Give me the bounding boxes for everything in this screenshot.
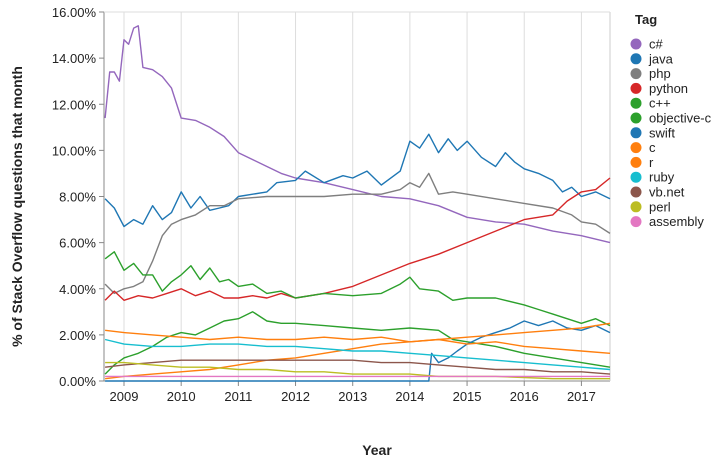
legend-label: swift	[649, 125, 675, 140]
y-tick-label: 6.00%	[59, 236, 96, 251]
series-line-ruby	[104, 338, 611, 371]
legend-swatch	[630, 127, 642, 139]
grid-layer	[123, 12, 582, 381]
series-line-c-	[104, 251, 611, 327]
legend-swatch	[630, 186, 642, 198]
y-axis-title: % of Stack Overflow questions that month	[9, 66, 25, 347]
y-tick-label: 0.00%	[59, 374, 96, 389]
x-tick-label: 2012	[281, 389, 310, 404]
series-line-objective-c	[104, 311, 611, 375]
series-layer	[104, 25, 611, 382]
legend-swatch	[630, 82, 642, 94]
x-tick-label: 2009	[110, 389, 139, 404]
legend-label: r	[649, 155, 654, 170]
legend-swatch	[630, 112, 642, 124]
y-tick-label: 10.00%	[52, 143, 97, 158]
legend-label: c	[649, 140, 656, 155]
y-tick-label: 12.00%	[52, 97, 97, 112]
y-tick-label: 8.00%	[59, 190, 96, 205]
series-line-r	[105, 322, 611, 380]
x-tick-label: 2014	[395, 389, 424, 404]
legend-label: python	[649, 81, 688, 96]
legend-label: php	[649, 66, 671, 81]
legend-swatch	[630, 156, 642, 168]
legend-swatch	[630, 97, 642, 109]
series-line-java	[104, 133, 611, 228]
x-tick-label: 2016	[510, 389, 539, 404]
legend-swatch	[630, 68, 642, 80]
series-line-perl	[105, 361, 610, 380]
legend-swatch	[630, 171, 642, 183]
y-tick-label: 16.00%	[52, 5, 97, 20]
series-line-c	[105, 329, 611, 354]
legend-swatch	[630, 201, 642, 213]
y-ticks: 0.00% 2.00% 4.00% 6.00% 8.00% 10.00% 12.00% 14.…	[52, 5, 104, 389]
y-tick-label: 2.00%	[59, 328, 96, 343]
y-tick-label: 4.00%	[59, 282, 96, 297]
legend-swatch	[630, 216, 642, 228]
series-line-c-	[104, 25, 611, 244]
legend-title: Tag	[635, 12, 657, 27]
series-line-php	[104, 172, 611, 295]
legend-label: perl	[649, 199, 671, 214]
legend-swatch	[630, 142, 642, 154]
legend-swatch	[630, 38, 642, 50]
legend-label: assembly	[649, 214, 704, 229]
legend-items: c#javaphppythonc++objective-cswiftcrruby…	[630, 37, 712, 229]
legend-label: objective-c	[649, 111, 712, 126]
x-tick-label: 2013	[338, 389, 367, 404]
x-tick-label: 2010	[167, 389, 196, 404]
x-tick-label: 2015	[453, 389, 482, 404]
x-tick-label: 2017	[567, 389, 596, 404]
legend: Tag c#javaphppythonc++objective-cswiftcr…	[630, 12, 712, 229]
series-line-python	[104, 177, 611, 301]
x-tick-label: 2011	[224, 389, 252, 404]
legend-label: ruby	[649, 170, 675, 185]
legend-label: java	[648, 51, 674, 66]
legend-label: c#	[649, 37, 664, 52]
x-axis-title: Year	[362, 442, 392, 458]
y-tick-label: 14.00%	[52, 51, 97, 66]
legend-label: c++	[649, 96, 671, 111]
legend-label: vb.net	[649, 185, 685, 200]
axes-layer	[103, 11, 611, 382]
series-line-vb-net	[105, 359, 611, 375]
x-ticks: 2009 2010 2011 2012 2013 2014 2015 2016 2017	[110, 381, 596, 404]
legend-swatch	[630, 53, 642, 65]
